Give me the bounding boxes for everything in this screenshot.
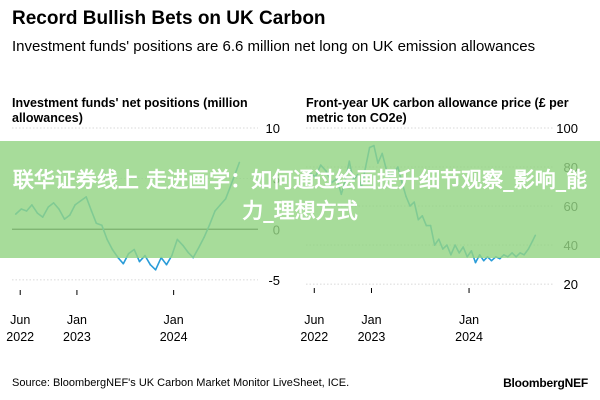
y-tick-label-0-3: -5 bbox=[268, 273, 280, 288]
data-point-1-43 bbox=[490, 259, 493, 262]
data-point-0-20 bbox=[122, 262, 125, 265]
x-tick-label-0-1: Jan bbox=[67, 313, 87, 327]
right-panel-title: Front-year UK carbon allowance price (£ … bbox=[306, 96, 569, 125]
data-point-0-23 bbox=[138, 260, 141, 263]
promo-overlay-text: 联华证券线上 走进画学：如何通过绘画提升细节观察_影响_能力_理想方式 bbox=[12, 168, 588, 223]
x-tick-year-1-1: 2023 bbox=[358, 330, 386, 344]
x-tick-label-0-2: Jan bbox=[164, 313, 184, 327]
y-tick-label-1-4: 20 bbox=[564, 277, 578, 292]
data-point-0-28 bbox=[165, 263, 168, 266]
y-tick-label-1-0: 100 bbox=[556, 121, 578, 136]
chart-subtitle: Investment funds' positions are 6.6 mill… bbox=[12, 38, 536, 55]
data-point-1-39 bbox=[474, 261, 477, 264]
x-tick-label-1-1: Jan bbox=[361, 313, 381, 327]
x-tick-label-0-0: Jun bbox=[10, 313, 30, 327]
y-tick-label-0-0: 10 bbox=[266, 121, 280, 136]
x-tick-year-0-2: 2024 bbox=[160, 330, 188, 344]
x-tick-label-1-2: Jan bbox=[459, 313, 479, 327]
x-tick-year-1-2: 2024 bbox=[455, 330, 483, 344]
chart-title: Record Bullish Bets on UK Carbon bbox=[12, 8, 326, 29]
source-note: Source: BloombergNEF's UK Carbon Market … bbox=[12, 377, 350, 389]
brand-logo: BloombergNEF bbox=[503, 376, 588, 390]
x-tick-year-1-0: 2022 bbox=[300, 330, 328, 344]
data-point-0-25 bbox=[149, 263, 152, 266]
promo-overlay-banner: 联华证券线上 走进画学：如何通过绘画提升细节观察_影响_能力_理想方式 bbox=[0, 141, 600, 258]
data-point-1-41 bbox=[482, 259, 485, 262]
x-tick-year-0-0: 2022 bbox=[6, 330, 34, 344]
data-point-1-45 bbox=[499, 257, 501, 260]
data-point-0-26 bbox=[154, 269, 157, 271]
x-tick-year-0-1: 2023 bbox=[63, 330, 91, 344]
left-panel-title: Investment funds' net positions (million… bbox=[12, 96, 248, 125]
x-tick-label-1-0: Jun bbox=[304, 313, 324, 327]
